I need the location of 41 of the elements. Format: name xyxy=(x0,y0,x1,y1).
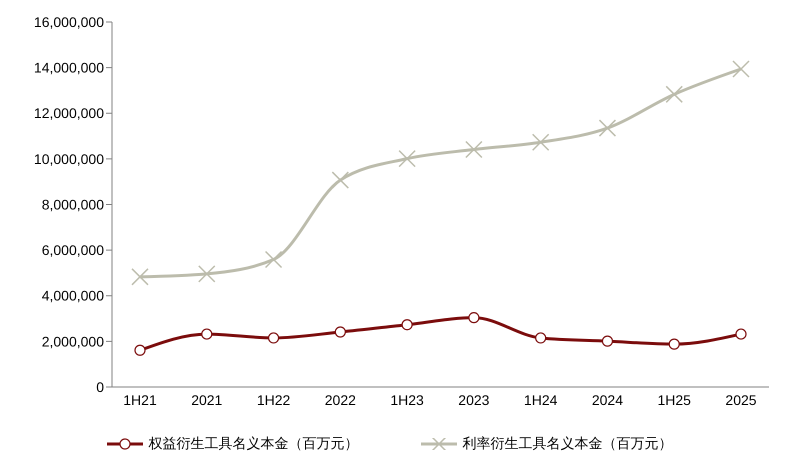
y-tick-label: 14,000,000 xyxy=(34,60,104,76)
x-tick-label: 1H23 xyxy=(390,392,424,408)
point xyxy=(198,265,216,283)
y-tick-label: 2,000,000 xyxy=(42,333,104,350)
point xyxy=(268,332,280,344)
y-tick-label: 0 xyxy=(96,378,104,395)
point xyxy=(735,328,747,340)
point xyxy=(598,119,616,137)
point xyxy=(668,338,680,350)
x-tick-label: 1H22 xyxy=(256,392,291,408)
point xyxy=(732,60,750,78)
x-tick-label: 1H25 xyxy=(657,392,692,408)
point xyxy=(468,312,480,324)
y-tick-label: 4,000,000 xyxy=(42,288,104,304)
point xyxy=(131,268,149,286)
x-tick-label: 1H24 xyxy=(524,392,558,408)
y-tick-label: 6,000,000 xyxy=(42,242,104,258)
x-tick-label: 2023 xyxy=(458,392,490,408)
point xyxy=(665,86,683,104)
point xyxy=(334,326,346,338)
point xyxy=(532,133,550,151)
point xyxy=(602,336,614,347)
x-tick-label: 1H21 xyxy=(123,392,157,408)
x-tick-label: 2025 xyxy=(725,392,757,408)
y-tick-label: 10,000,000 xyxy=(34,150,104,167)
legend-label: 利率衍生工具名义本金（百万元） xyxy=(462,435,672,453)
y-tick-label: 12,000,000 xyxy=(34,105,104,122)
point xyxy=(264,250,282,268)
x-tick-label: 2021 xyxy=(191,392,223,408)
point xyxy=(332,171,350,189)
x-tick-label: 2024 xyxy=(592,392,624,408)
point xyxy=(535,332,546,344)
x-tick-label: 2022 xyxy=(324,392,356,408)
y-tick-label: 16,000,000 xyxy=(34,14,104,30)
point xyxy=(402,319,413,330)
point xyxy=(465,140,483,158)
point xyxy=(134,344,146,356)
point xyxy=(398,150,416,168)
legend-label: 权益衍生工具名义本金（百万元） xyxy=(148,435,358,453)
point xyxy=(201,328,212,340)
y-tick-label: 8,000,000 xyxy=(42,196,104,212)
